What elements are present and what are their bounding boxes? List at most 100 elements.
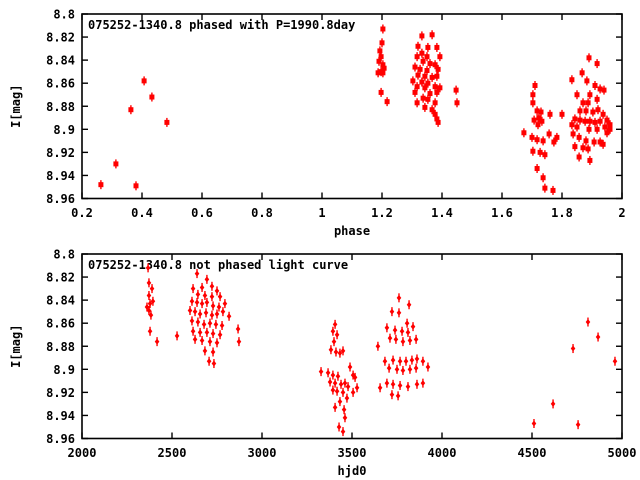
data-point-square bbox=[534, 166, 540, 172]
data-point-diamond bbox=[199, 337, 205, 344]
data-point-diamond bbox=[413, 365, 419, 372]
data-point-diamond bbox=[174, 332, 180, 339]
data-point-diamond bbox=[202, 292, 208, 299]
data-point-diamond bbox=[585, 319, 591, 326]
data-point-square bbox=[417, 66, 423, 72]
data-point-diamond bbox=[195, 319, 201, 326]
data-point-diamond bbox=[392, 327, 398, 334]
y-tick-label: 8.9 bbox=[53, 363, 75, 377]
data-point-diamond bbox=[145, 264, 151, 271]
data-point-diamond bbox=[409, 357, 415, 364]
data-point-diamond bbox=[327, 378, 333, 385]
data-point-square bbox=[414, 84, 420, 90]
data-point-diamond bbox=[199, 300, 205, 307]
data-point-square bbox=[432, 62, 438, 68]
x-tick-label: 0.6 bbox=[191, 206, 213, 220]
x-tick-label: 1.4 bbox=[431, 206, 453, 220]
data-point-diamond bbox=[209, 283, 215, 290]
data-point-square bbox=[379, 40, 385, 46]
data-point-square bbox=[597, 139, 603, 145]
data-point-diamond bbox=[384, 380, 390, 387]
data-point-square bbox=[425, 80, 431, 86]
data-point-diamond bbox=[146, 307, 152, 314]
data-point-diamond bbox=[199, 284, 205, 291]
y-tick-label: 8.84 bbox=[46, 54, 75, 68]
data-point-square bbox=[422, 85, 428, 91]
data-point-diamond bbox=[337, 398, 343, 405]
data-point-diamond bbox=[550, 400, 556, 407]
data-point-square bbox=[422, 73, 428, 79]
data-point-square bbox=[547, 111, 553, 117]
data-point-diamond bbox=[332, 404, 338, 411]
x-tick-label: 1.6 bbox=[491, 206, 513, 220]
data-point-diamond bbox=[406, 301, 412, 308]
data-point-diamond bbox=[203, 309, 209, 316]
data-point-diamond bbox=[389, 391, 395, 398]
data-points bbox=[98, 24, 613, 195]
data-point-square bbox=[542, 152, 548, 158]
data-point-diamond bbox=[342, 380, 348, 387]
data-point-square bbox=[530, 100, 536, 106]
data-point-square bbox=[378, 54, 384, 60]
data-point-diamond bbox=[189, 298, 195, 305]
data-point-diamond bbox=[612, 358, 618, 365]
data-point-square bbox=[377, 48, 383, 54]
x-axis-label: phase bbox=[334, 224, 370, 238]
data-point-square bbox=[376, 58, 382, 64]
y-tick-label: 8.9 bbox=[53, 123, 75, 137]
data-point-diamond bbox=[197, 310, 203, 317]
data-point-diamond bbox=[204, 276, 210, 283]
data-point-diamond bbox=[407, 366, 413, 373]
data-point-square bbox=[583, 108, 589, 114]
data-point-diamond bbox=[216, 304, 222, 311]
data-point-square bbox=[432, 100, 438, 106]
data-point-diamond bbox=[209, 312, 215, 319]
data-point-square bbox=[414, 100, 420, 106]
data-point-square bbox=[414, 54, 420, 60]
data-point-diamond bbox=[350, 389, 356, 396]
data-point-diamond bbox=[194, 270, 200, 277]
data-point-square bbox=[577, 117, 583, 123]
y-tick-label: 8.88 bbox=[46, 340, 75, 354]
data-point-diamond bbox=[400, 367, 406, 374]
data-point-diamond bbox=[147, 300, 153, 307]
data-point-square bbox=[601, 87, 607, 93]
y-axis-label: I[mag] bbox=[9, 325, 23, 368]
data-point-diamond bbox=[389, 308, 395, 315]
data-point-diamond bbox=[382, 358, 388, 365]
y-tick-label: 8.86 bbox=[46, 317, 75, 331]
data-point-square bbox=[580, 145, 586, 151]
data-point-diamond bbox=[190, 328, 196, 335]
data-point-square bbox=[410, 78, 416, 84]
data-point-square bbox=[576, 154, 582, 160]
data-point-square bbox=[425, 44, 431, 50]
data-point-square bbox=[530, 148, 536, 154]
data-point-diamond bbox=[226, 313, 232, 320]
data-point-square bbox=[592, 119, 598, 125]
y-tick-label: 8.82 bbox=[46, 31, 75, 45]
data-point-square bbox=[435, 119, 441, 125]
data-point-square bbox=[600, 111, 606, 117]
data-point-diamond bbox=[336, 423, 342, 430]
data-point-diamond bbox=[420, 358, 426, 365]
data-point-diamond bbox=[413, 336, 419, 343]
data-point-square bbox=[534, 137, 540, 143]
data-point-diamond bbox=[149, 285, 155, 292]
plot-border bbox=[81, 13, 623, 200]
data-point-diamond bbox=[217, 331, 223, 338]
x-tick-label: 3000 bbox=[248, 446, 277, 460]
data-point-diamond bbox=[575, 421, 581, 428]
data-point-square bbox=[420, 95, 426, 101]
data-point-square bbox=[537, 149, 543, 155]
data-point-diamond bbox=[204, 299, 210, 306]
x-tick-label: 1.8 bbox=[551, 206, 573, 220]
data-point-diamond bbox=[337, 350, 343, 357]
data-point-square bbox=[113, 161, 119, 167]
data-point-diamond bbox=[397, 358, 403, 365]
data-point-square bbox=[380, 62, 386, 68]
x-tick-label: 3500 bbox=[338, 446, 367, 460]
data-point-diamond bbox=[344, 395, 350, 402]
data-point-diamond bbox=[210, 330, 216, 337]
y-tick-label: 8.96 bbox=[46, 432, 75, 446]
data-point-square bbox=[412, 89, 418, 95]
